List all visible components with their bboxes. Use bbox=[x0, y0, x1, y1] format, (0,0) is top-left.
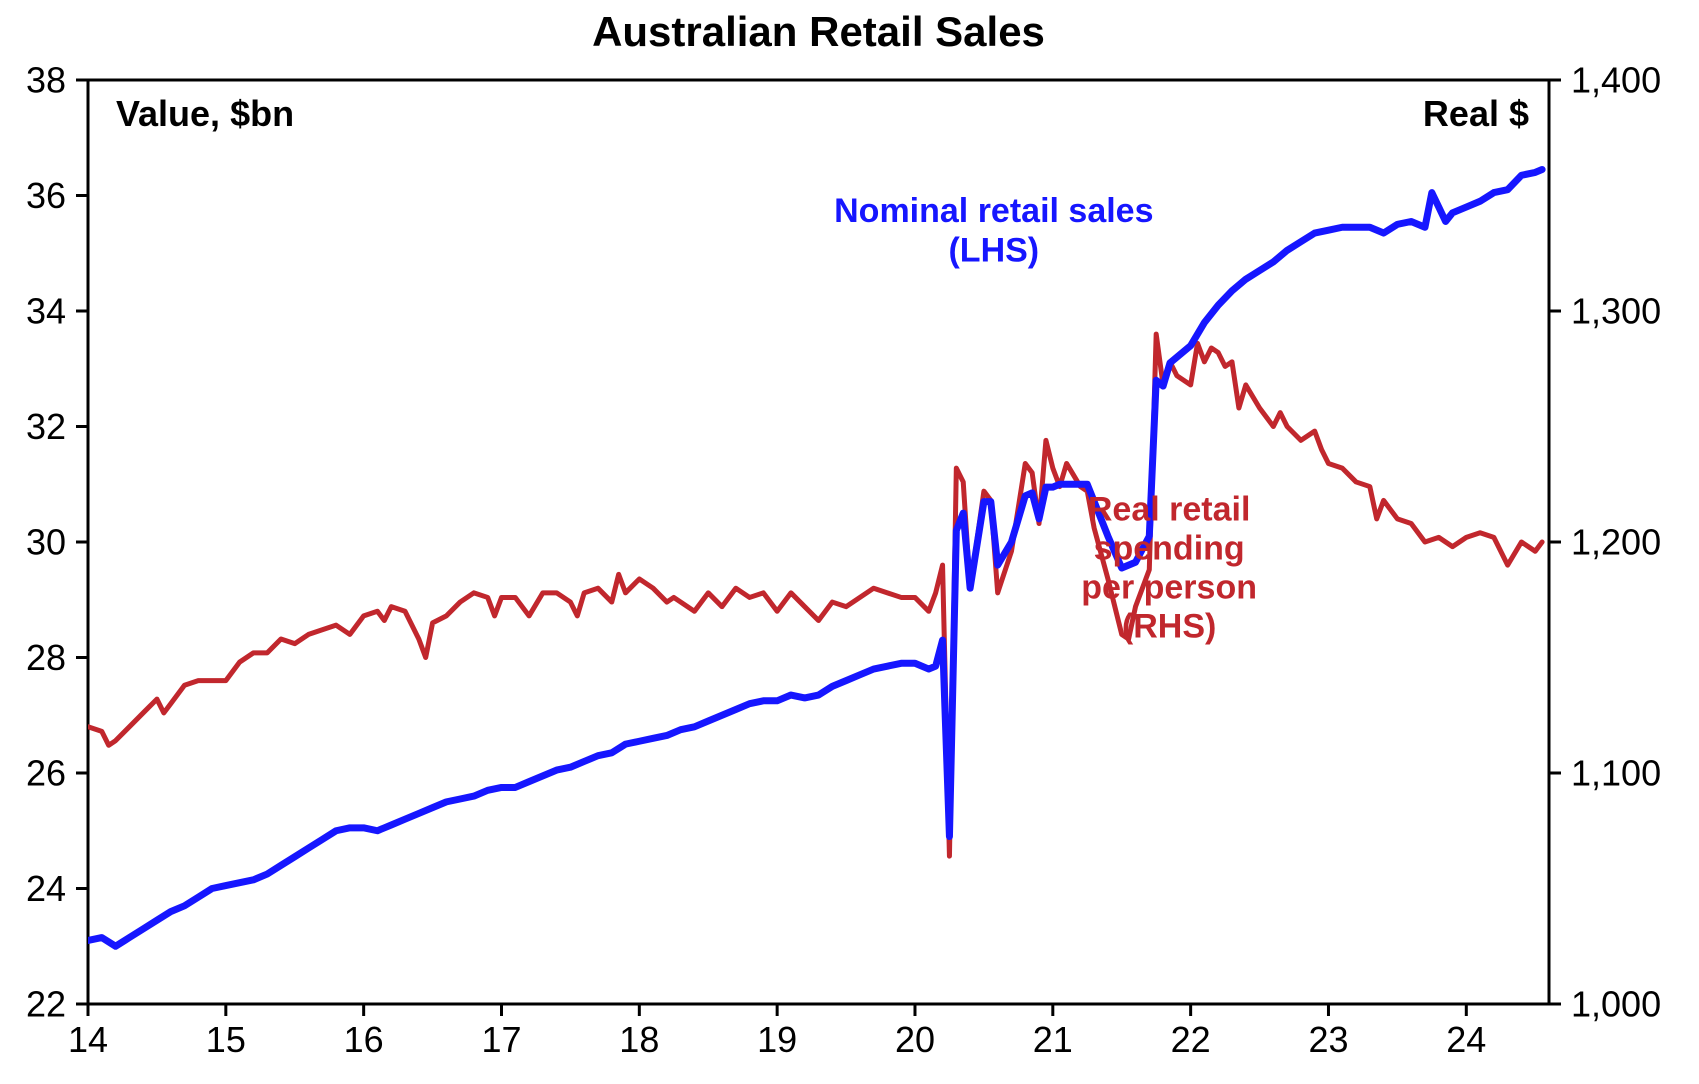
y-left-tick-label: 34 bbox=[26, 291, 66, 332]
y-right-tick-label: 1,000 bbox=[1571, 984, 1661, 1025]
y-left-tick-label: 24 bbox=[26, 868, 66, 909]
x-tick-label: 21 bbox=[1033, 1019, 1073, 1060]
x-tick-label: 17 bbox=[481, 1019, 521, 1060]
chart-title: Australian Retail Sales bbox=[592, 8, 1045, 55]
y-right-tick-label: 1,200 bbox=[1571, 522, 1661, 563]
x-tick-label: 14 bbox=[68, 1019, 108, 1060]
x-tick-label: 23 bbox=[1308, 1019, 1348, 1060]
y-left-tick-label: 32 bbox=[26, 406, 66, 447]
chart-container: Australian Retail Sales 14 15 16 17 18 19 20 21 2… bbox=[0, 0, 1699, 1084]
axis-right-label: Real $ bbox=[1423, 93, 1529, 134]
x-tick-label: 19 bbox=[757, 1019, 797, 1060]
y-left-tick-label: 38 bbox=[26, 60, 66, 101]
y-left-tick-label: 22 bbox=[26, 984, 66, 1025]
x-tick-label: 24 bbox=[1446, 1019, 1486, 1060]
line-chart: Australian Retail Sales 14 15 16 17 18 19 20 21 2… bbox=[0, 0, 1699, 1084]
y-right-tick-label: 1,400 bbox=[1571, 60, 1661, 101]
axis-left-label: Value, $bn bbox=[116, 93, 294, 134]
x-tick-label: 20 bbox=[895, 1019, 935, 1060]
y-left-tick-label: 30 bbox=[26, 522, 66, 563]
y-left-tick-label: 36 bbox=[26, 175, 66, 216]
x-tick-label: 15 bbox=[206, 1019, 246, 1060]
y-left-tick-label: 28 bbox=[26, 637, 66, 678]
y-right-tick-label: 1,300 bbox=[1571, 291, 1661, 332]
y-right-tick-label: 1,100 bbox=[1571, 753, 1661, 794]
x-tick-label: 22 bbox=[1171, 1019, 1211, 1060]
x-tick-label: 18 bbox=[619, 1019, 659, 1060]
y-left-tick-label: 26 bbox=[26, 753, 66, 794]
x-tick-label: 16 bbox=[344, 1019, 384, 1060]
